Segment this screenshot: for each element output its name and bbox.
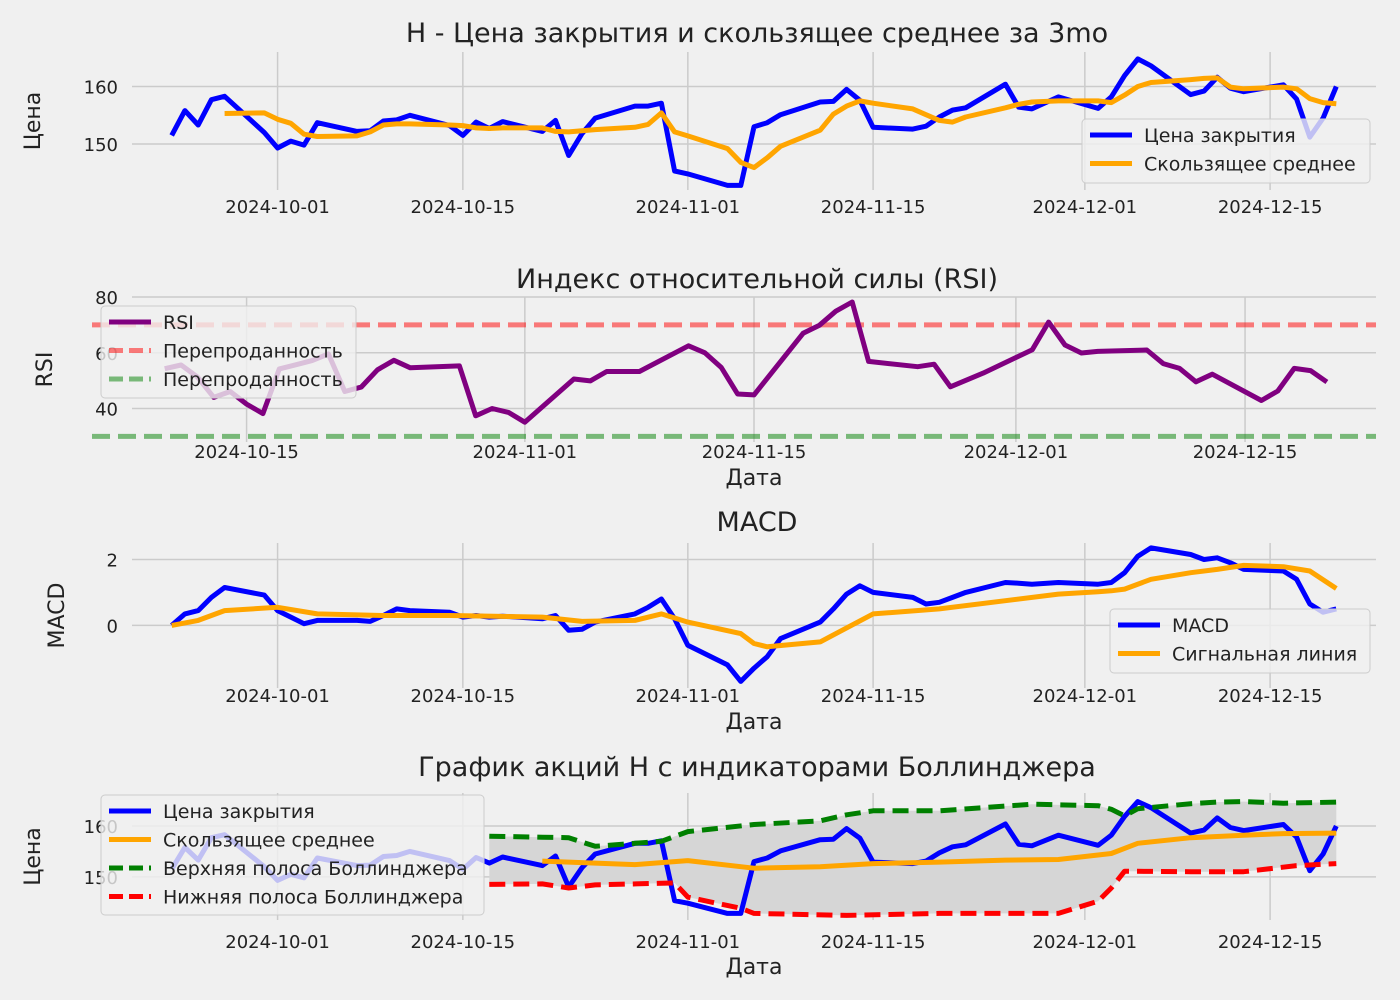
x-tick-label: 2024-10-01 — [225, 932, 330, 953]
x-axis-label: Дата — [726, 466, 783, 491]
x-tick-label: 2024-12-15 — [1193, 442, 1298, 463]
chart-title: График акций H с индикаторами Боллинджер… — [418, 752, 1096, 783]
chart-panel-1: H - Цена закрытия и скользящее среднее з… — [21, 18, 1376, 218]
legend: Цена закрытия Скользящее среднее Верхняя п… — [100, 794, 485, 916]
y-tick-label: 80 — [95, 288, 118, 309]
y-axis-label: Цена — [21, 92, 46, 150]
chart-title: Индекс относительной силы (RSI) — [516, 264, 998, 295]
legend-label: Скользящее среднее — [163, 830, 375, 852]
charts: H - Цена закрытия и скользящее среднее з… — [21, 18, 1376, 980]
y-tick-label: 0 — [107, 616, 118, 637]
x-tick-label: 2024-11-15 — [821, 686, 926, 707]
legend-box — [100, 305, 357, 399]
y-tick-label: 160 — [84, 78, 118, 99]
legend: Цена закрытия Скользящее среднее — [1081, 118, 1371, 184]
legend-label: Скользящее среднее — [1144, 154, 1356, 176]
x-tick-label: 2024-12-15 — [1218, 686, 1323, 707]
y-axis-label: MACD — [45, 583, 70, 649]
moving-average-line — [542, 830, 1337, 871]
chart-panel-3: MACD Дата MACD 2024-10-01 2024-10-15 2024-11-… — [45, 507, 1376, 735]
bollinger-band-fill — [489, 801, 1337, 916]
x-axis-label: Дата — [726, 710, 783, 735]
x-tick-label: 2024-11-01 — [636, 686, 741, 707]
x-tick-label: 2024-12-01 — [1033, 686, 1138, 707]
x-tick-label: 2024-11-15 — [702, 442, 807, 463]
x-tick-label: 2024-10-15 — [411, 197, 516, 218]
x-tick-label: 2024-11-01 — [636, 197, 741, 218]
moving-average-line — [224, 75, 1337, 171]
lower-band-line — [489, 861, 1337, 918]
x-axis-label: Дата — [726, 955, 783, 980]
x-tick-label: 2024-11-01 — [473, 442, 578, 463]
chart-panel-2: Индекс относительной силы (RSI) Дата RSI 20… — [33, 264, 1376, 491]
x-tick-label: 2024-10-01 — [225, 686, 330, 707]
x-tick-label: 2024-12-01 — [964, 442, 1069, 463]
x-tick-label: 2024-11-01 — [636, 932, 741, 953]
legend-label: MACD — [1172, 615, 1229, 637]
macd-line — [170, 545, 1337, 684]
legend-box — [1081, 118, 1371, 184]
legend: MACD Сигнальная линия — [1109, 608, 1371, 674]
x-tick-label: 2024-10-15 — [411, 686, 516, 707]
legend-label: Верхняя полоса Боллинджера — [163, 858, 468, 880]
x-tick-label: 2024-12-15 — [1218, 197, 1323, 218]
x-tick-label: 2024-11-15 — [821, 197, 926, 218]
legend-label: Цена закрытия — [163, 801, 315, 823]
signal-line — [171, 562, 1338, 650]
x-tick-label: 2024-10-01 — [225, 197, 330, 218]
y-axis-label: RSI — [33, 352, 58, 388]
x-tick-label: 2024-10-15 — [411, 932, 516, 953]
upper-band-line — [489, 799, 1337, 849]
legend-label: Цена закрытия — [1144, 125, 1296, 147]
x-tick-label: 2024-11-15 — [821, 932, 926, 953]
legend-label: Сигнальная линия — [1172, 644, 1357, 666]
legend-label: Перепроданность — [163, 369, 343, 391]
legend: RSI Перепроданность Перепроданность — [100, 305, 357, 399]
x-tick-label: 2024-12-15 — [1218, 932, 1323, 953]
y-tick-label: 40 — [95, 400, 118, 421]
legend-label: Нижняя полоса Боллинджера — [163, 887, 463, 909]
x-tick-label: 2024-12-01 — [1033, 932, 1138, 953]
y-tick-label: 2 — [107, 550, 118, 571]
legend-label: Перепроданность — [163, 341, 343, 363]
legend-box — [100, 794, 485, 916]
price-line — [169, 56, 1339, 188]
x-tick-label: 2024-12-01 — [1033, 197, 1138, 218]
chart-title: MACD — [717, 507, 798, 538]
y-tick-label: 150 — [84, 135, 118, 156]
chart-title: H - Цена закрытия и скользящее среднее з… — [406, 18, 1108, 49]
y-axis-label: Цена — [21, 827, 46, 885]
legend-box — [1109, 608, 1371, 674]
x-tick-label: 2024-10-15 — [194, 442, 299, 463]
legend-label: RSI — [163, 312, 194, 334]
chart-panel-4: График акций H с индикаторами Боллинджер… — [21, 752, 1376, 980]
